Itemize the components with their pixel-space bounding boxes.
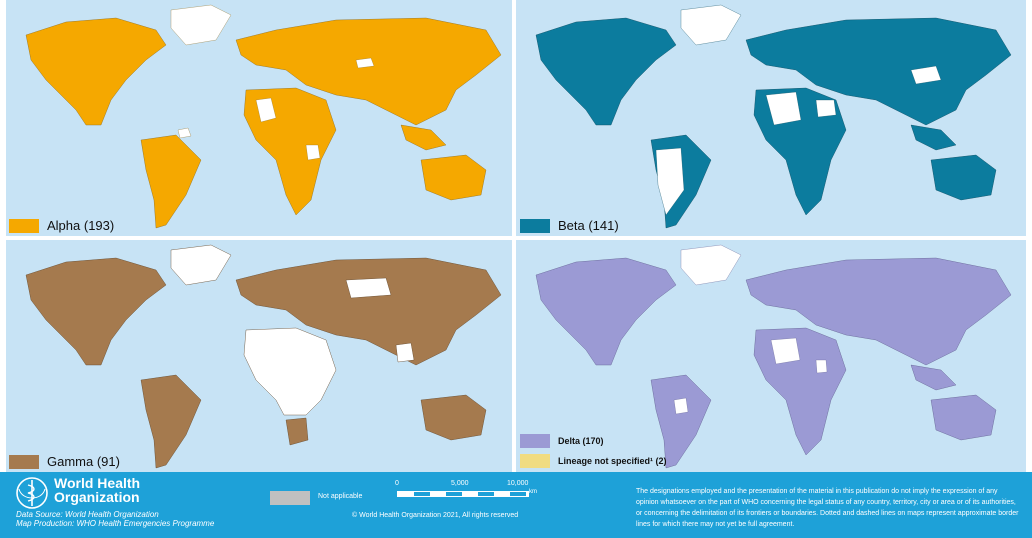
scale-bar: 0 5,000 10,000 km: [395, 480, 537, 504]
copyright: © World Health Organization 2021, All ri…: [352, 512, 519, 519]
world-map-beta: [535, 4, 1012, 229]
data-source: Data Source: World Health Organization: [16, 510, 159, 519]
europe-asia: [235, 257, 502, 366]
map-panel-alpha: Alpha (193): [6, 0, 512, 236]
world-map-alpha: [25, 4, 502, 229]
southeast-asia: [910, 364, 957, 391]
no-data-delta: [673, 244, 828, 415]
world-map-gamma: [25, 244, 502, 469]
legend-swatch-beta: [520, 218, 550, 233]
org-name-line1: World Health: [54, 475, 141, 491]
north-america: [535, 257, 677, 366]
europe-asia: [235, 17, 502, 126]
australia: [420, 394, 487, 441]
legend-swatch-delta: [520, 434, 550, 448]
legend-swatch-gamma: [9, 454, 39, 469]
legend-swatch-lineage-not-specified: [520, 454, 550, 468]
australia: [930, 154, 997, 201]
greenland: [170, 244, 232, 286]
scale-bar-graphic: [397, 491, 529, 497]
footer-bar: World Health Organization Data Source: W…: [0, 472, 1032, 538]
scale-unit: km: [529, 489, 537, 495]
no-data-beta: [655, 4, 942, 216]
legend-label-lineage-not-specified: Lineage not specified¹ (2): [558, 456, 667, 466]
land-alpha: [25, 17, 502, 229]
greenland: [680, 4, 742, 46]
southeast-asia: [910, 124, 957, 151]
north-america: [25, 257, 167, 366]
map-panel-gamma: Gamma (91): [6, 240, 512, 472]
map-panel-delta: Delta (170) Lineage not specified¹ (2): [516, 240, 1026, 472]
land-gamma: [25, 257, 502, 469]
land-delta: [535, 257, 1012, 469]
scale-label-max: 10,000: [507, 480, 529, 487]
legend-label-not-applicable: Not applicable: [318, 493, 363, 500]
europe-asia: [745, 257, 1012, 366]
australia: [420, 154, 487, 201]
legend-label-beta: Beta (141): [558, 218, 619, 233]
legend-swatch-not-applicable: [270, 491, 310, 505]
legend-swatch-alpha: [9, 218, 39, 233]
org-name-line2: Organization: [54, 489, 140, 505]
legend-label-gamma: Gamma (91): [47, 454, 120, 469]
world-map-delta: [535, 244, 1012, 469]
south-america: [140, 374, 202, 469]
north-america: [25, 17, 167, 126]
south-america: [140, 134, 202, 229]
africa-no-data: [243, 327, 337, 416]
org-name: World Health Organization: [54, 476, 140, 504]
legend-label-delta: Delta (170): [558, 436, 604, 446]
legend-label-alpha: Alpha (193): [47, 218, 115, 233]
disclaimer: The designations employed and the presen…: [636, 488, 1019, 528]
map-panel-beta: Beta (141): [516, 0, 1026, 236]
no-data-alpha: [170, 4, 375, 161]
who-emblem-icon: [16, 477, 48, 509]
europe-asia: [745, 17, 1012, 126]
scale-label-0: 0: [395, 480, 399, 487]
greenland: [170, 4, 232, 46]
australia: [930, 394, 997, 441]
north-america: [535, 17, 677, 126]
southeast-asia: [400, 124, 447, 151]
africa: [753, 327, 847, 456]
scale-label-mid: 5,000: [451, 480, 469, 487]
map-production: Map Production: WHO Health Emergencies P…: [16, 519, 215, 528]
greenland: [680, 244, 742, 286]
south-america: [650, 374, 712, 469]
no-data-gamma: [170, 244, 415, 416]
